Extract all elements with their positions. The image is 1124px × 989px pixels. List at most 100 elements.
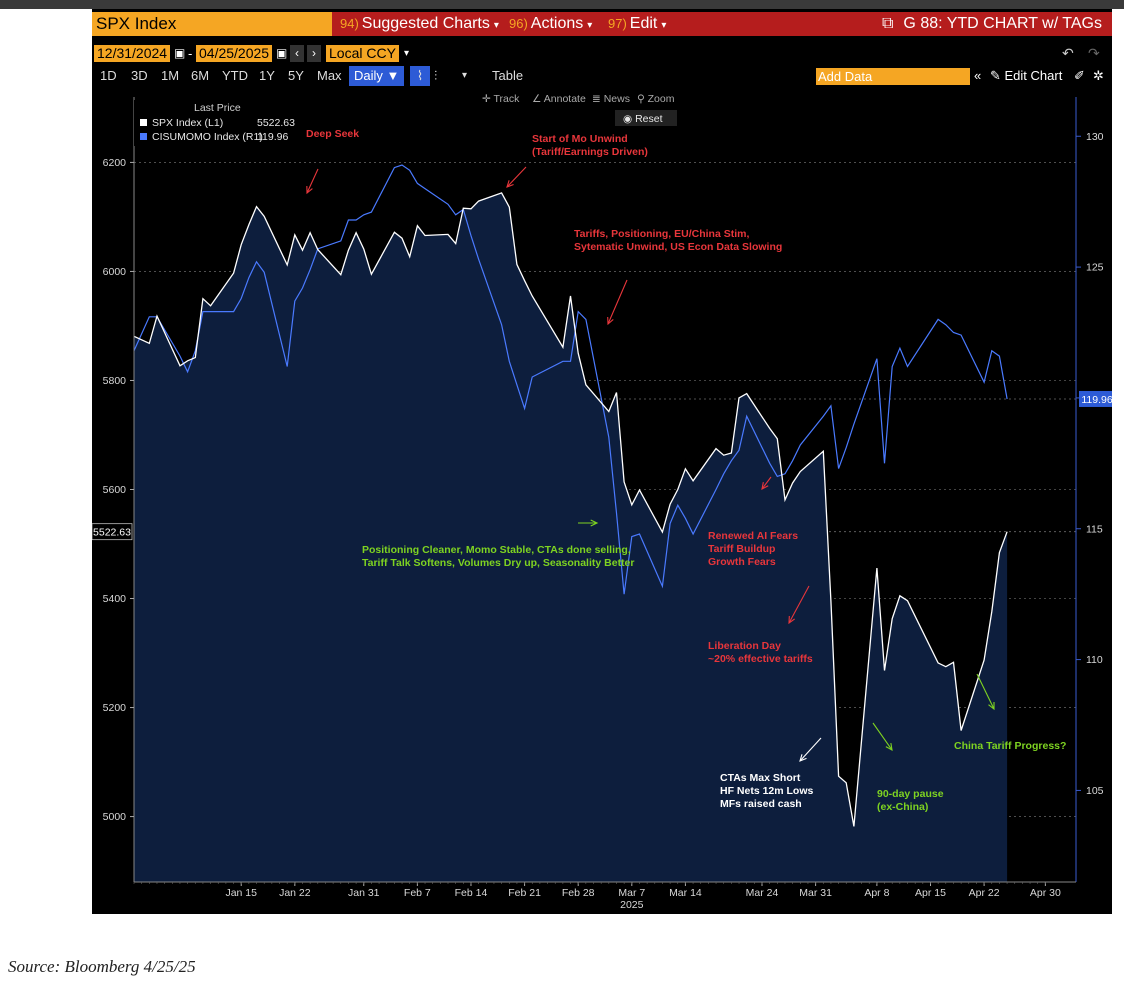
chevron-down-icon[interactable]: ▾ xyxy=(404,48,410,59)
cisumomo-last-value-label: 119.96 xyxy=(1081,394,1112,406)
gear-icon[interactable]: ✲ xyxy=(1093,68,1104,83)
annotation-arrowhead xyxy=(607,316,614,326)
period-5y[interactable]: 5Y xyxy=(288,68,304,83)
annotation-text: 90-day pause xyxy=(877,788,944,800)
x-tick-label: Mar 7 xyxy=(618,887,645,899)
cisumomo-series-line xyxy=(133,164,1008,595)
calendar-icon[interactable]: ▣ xyxy=(276,46,288,60)
x-tick-label: Apr 30 xyxy=(1030,887,1061,899)
track-tool[interactable]: ✛ Track xyxy=(482,93,520,105)
legend-label-cisumomo: CISUMOMO Index (R1) xyxy=(152,131,263,143)
x-tick-label: Mar 24 xyxy=(746,887,779,899)
annotation-arrow xyxy=(976,673,995,710)
annotation-arrow xyxy=(306,168,319,194)
y-left-tick-label: 6200 xyxy=(103,157,127,169)
prev-period-button[interactable]: ‹ xyxy=(290,45,304,62)
external-link-icon[interactable]: ⧉ xyxy=(881,15,894,32)
period-max[interactable]: Max xyxy=(317,68,342,83)
x-tick-label: Apr 15 xyxy=(915,887,946,899)
menu-label: Edit xyxy=(629,15,658,32)
menu-suggested-charts[interactable]: 94) Suggested Charts ▾ xyxy=(340,12,499,36)
annotation-text: Positioning Cleaner, Momo Stable, CTAs d… xyxy=(362,544,631,556)
edit-chart-label: Edit Chart xyxy=(1004,68,1063,83)
annotation-arrow xyxy=(788,585,810,624)
redo-icon[interactable]: ↷ xyxy=(1088,45,1100,61)
currency-select[interactable]: Local CCY xyxy=(326,45,399,62)
y-left-tick-label: 5600 xyxy=(103,484,127,496)
annotation-arrowhead xyxy=(590,519,599,527)
annotation-text: Start of Mo Unwind xyxy=(532,133,628,145)
annotation-arrowhead xyxy=(788,615,795,625)
news-tool[interactable]: ≣ News xyxy=(592,93,630,105)
x-tick-label: Feb 28 xyxy=(562,887,595,899)
chart-title-text: G 88: YTD CHART w/ TAGs xyxy=(903,15,1102,32)
annotation-arrow xyxy=(607,279,628,325)
period-6m[interactable]: 6M xyxy=(191,68,210,83)
period-1y[interactable]: 1Y xyxy=(259,68,275,83)
y-left-tick-label: 6000 xyxy=(103,266,127,278)
legend-swatch-spx xyxy=(140,119,147,126)
ticker-field[interactable]: SPX Index xyxy=(92,12,332,36)
reset-label: ◉ Reset xyxy=(623,113,663,125)
y-right-tick-label: 105 xyxy=(1086,785,1104,797)
annotation-text: HF Nets 12m Lows xyxy=(720,785,814,797)
annotation-text: Tariff Buildup xyxy=(708,543,775,555)
annotation-text: (ex-China) xyxy=(877,801,928,813)
next-period-button[interactable]: › xyxy=(307,45,321,62)
annotation-arrow xyxy=(761,476,772,490)
start-date-field[interactable]: 12/31/2024 xyxy=(94,45,171,62)
annotation-arrow xyxy=(799,737,822,762)
annotation-arrowhead xyxy=(988,701,995,711)
pencil-icon[interactable]: ✐ xyxy=(1074,68,1085,83)
period-1d[interactable]: 1D xyxy=(100,68,117,83)
y-right-tick-label: 110 xyxy=(1086,654,1103,666)
x-tick-label: Jan 15 xyxy=(225,887,257,899)
cisumomo-last-value-badge xyxy=(1079,390,1112,407)
legend-header: Last Price xyxy=(194,102,241,114)
x-tick-label: Apr 8 xyxy=(864,887,889,899)
table-button[interactable]: Table xyxy=(492,68,524,83)
zoom-tool[interactable]: ⚲ Zoom xyxy=(637,93,675,105)
spx-area-fill xyxy=(134,192,1008,882)
period-bar: 1D 3D 1M 6M YTD 1Y 5Y Max Daily ▼ ⌇ ⫶ ▾ … xyxy=(92,66,1112,86)
annotation-text: (Tariff/Earnings Driven) xyxy=(532,146,648,158)
menu-number: 96) xyxy=(509,16,528,31)
menu-label: Suggested Charts xyxy=(361,15,490,32)
annotation-arrow xyxy=(506,166,527,188)
menu-number: 94) xyxy=(340,16,359,31)
end-date-field[interactable]: 04/25/2025 xyxy=(196,45,273,62)
spx-last-value-label: 5522.63 xyxy=(93,527,131,539)
add-data-input[interactable]: Add Data xyxy=(816,68,970,85)
chevron-down-icon[interactable]: ▾ xyxy=(462,70,468,81)
period-1m[interactable]: 1M xyxy=(161,68,180,83)
menu-edit[interactable]: 97) Edit ▾ xyxy=(608,12,666,36)
x-tick-label: Mar 31 xyxy=(799,887,832,899)
annotate-label: Annotate xyxy=(544,93,586,105)
period-3d[interactable]: 3D xyxy=(131,68,148,83)
annotation-text: Sytematic Unwind, US Econ Data Slowing xyxy=(574,241,782,253)
legend-swatch-cisumomo xyxy=(140,133,147,140)
line-chart-icon[interactable]: ⌇ xyxy=(410,66,430,86)
annotate-tool[interactable]: ∠ Annotate xyxy=(532,93,586,105)
chart-title: ⧉ G 88: YTD CHART w/ TAGs xyxy=(882,12,1102,36)
command-bar: SPX Index 94) Suggested Charts ▾ 96) Action… xyxy=(92,12,1112,36)
bar-chart-icon[interactable]: ⫶ xyxy=(434,68,438,83)
annotation-arrow xyxy=(872,722,893,751)
calendar-icon[interactable]: ▣ xyxy=(174,46,186,60)
menu-actions[interactable]: 96) Actions ▾ xyxy=(509,12,592,36)
period-ytd[interactable]: YTD xyxy=(222,68,248,83)
edit-chart-button[interactable]: ✎ Edit Chart xyxy=(990,68,1063,83)
source-caption: Source: Bloomberg 4/25/25 xyxy=(8,957,196,976)
undo-icon[interactable]: ↶ xyxy=(1062,45,1074,61)
frequency-select[interactable]: Daily ▼ xyxy=(349,66,405,86)
window-top-strip xyxy=(0,0,1124,9)
x-tick-label: Feb 14 xyxy=(455,887,488,899)
collapse-icon[interactable]: « xyxy=(974,68,982,83)
annotation-text: ~20% effective tariffs xyxy=(708,653,813,665)
y-right-tick-label: 125 xyxy=(1086,262,1104,274)
annotation-arrowhead xyxy=(761,482,769,491)
x-tick-label: Feb 7 xyxy=(404,887,431,899)
reset-button[interactable] xyxy=(615,110,677,126)
y-right-tick-label: 130 xyxy=(1086,131,1104,143)
annotation-text: MFs raised cash xyxy=(720,798,802,810)
